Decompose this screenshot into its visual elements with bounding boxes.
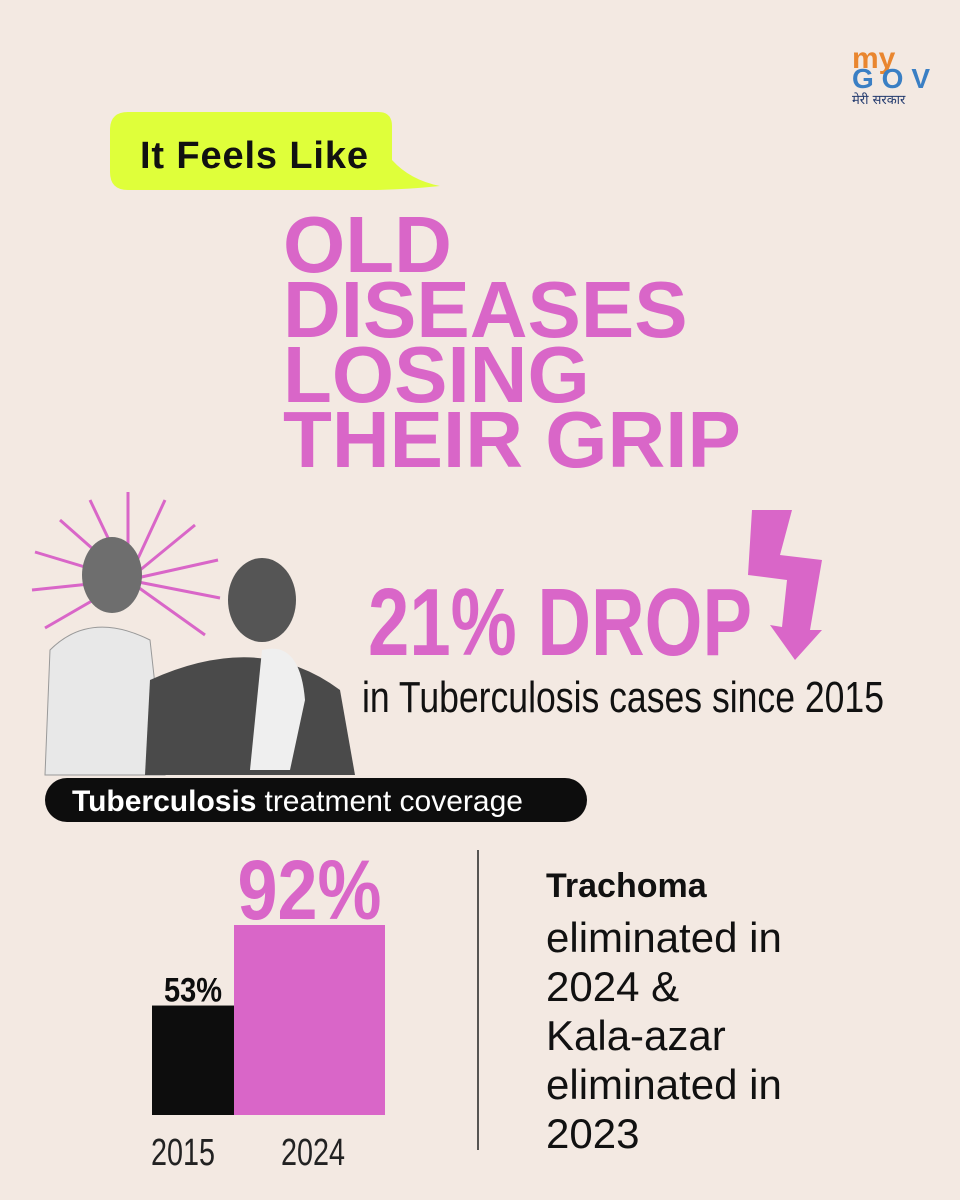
bar xyxy=(152,1005,234,1115)
logo-gov: GOV xyxy=(852,63,930,94)
bar-chart: 53% 2015 92% 2024 xyxy=(151,843,385,1174)
x-tick-label: 2024 xyxy=(281,1132,345,1174)
headline-line: DISEASES xyxy=(283,265,688,354)
side-note-line: 2023 xyxy=(546,1110,639,1157)
headline-line: LOSING xyxy=(283,330,590,419)
x-tick-label: 2015 xyxy=(151,1132,215,1174)
photo xyxy=(44,537,355,776)
speech-bubble xyxy=(110,112,440,190)
side-note-line: eliminated in xyxy=(546,914,782,961)
chart-title-bold: Tuberculosis xyxy=(72,785,256,818)
logo-tagline: मेरी सरकार xyxy=(852,92,906,108)
side-note-line: 2024 & xyxy=(546,963,679,1010)
headline-line: OLD xyxy=(283,200,452,289)
bar xyxy=(234,925,385,1115)
chart-title-rest: treatment coverage xyxy=(264,785,522,818)
stat-big: 21% DROP xyxy=(368,569,752,676)
side-note-title: Trachoma xyxy=(546,867,708,905)
lightning-arrow xyxy=(748,510,822,660)
value-label: 53% xyxy=(164,972,222,1010)
stat-caption: in Tuberculosis cases since 2015 xyxy=(362,673,884,722)
bubble-text: It Feels Like xyxy=(140,135,368,177)
logo-my: my xyxy=(852,42,896,75)
headline-line: THEIR GRIP xyxy=(283,395,741,484)
chart-title-pill xyxy=(45,778,587,822)
side-note-line: eliminated in xyxy=(546,1061,782,1108)
side-note-line: Kala-azar xyxy=(546,1012,726,1059)
value-label: 92% xyxy=(238,843,382,937)
chart-title: Tuberculosis treatment coverage xyxy=(72,785,523,818)
